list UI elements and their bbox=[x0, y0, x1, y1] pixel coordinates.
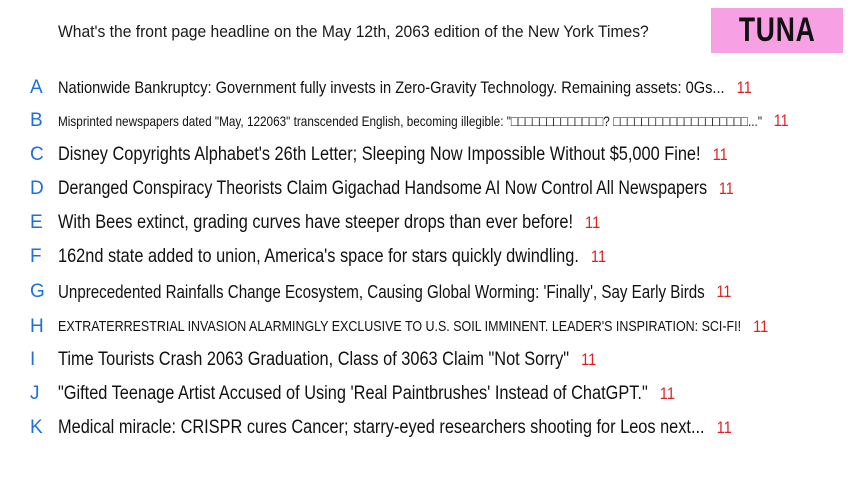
answer-text: Disney Copyrights Alphabet's 26th Letter… bbox=[58, 144, 701, 165]
answer-text: Deranged Conspiracy Theorists Claim Giga… bbox=[58, 178, 708, 199]
answer-score: 11 bbox=[581, 350, 597, 369]
answer-text: Medical miracle: CRISPR cures Cancer; st… bbox=[58, 417, 705, 438]
answer-row-e[interactable]: E With Bees extinct, grading curves have… bbox=[0, 208, 853, 238]
answer-letter: A bbox=[30, 77, 43, 98]
answer-row-k[interactable]: K Medical miracle: CRISPR cures Cancer; … bbox=[0, 413, 853, 443]
question-text: What's the front page headline on the Ma… bbox=[58, 22, 649, 41]
team-tag: TUNA bbox=[711, 8, 843, 53]
answer-score: 11 bbox=[773, 111, 789, 130]
answer-letter: C bbox=[30, 144, 44, 165]
answer-score: 11 bbox=[712, 145, 728, 164]
answer-letter: I bbox=[30, 349, 36, 370]
answer-row-b[interactable]: B Misprinted newspapers dated "May, 1220… bbox=[0, 106, 853, 136]
answer-text: With Bees extinct, grading curves have s… bbox=[58, 212, 573, 233]
answer-letter: D bbox=[30, 178, 44, 199]
answer-letter: G bbox=[30, 281, 45, 302]
answer-letter: B bbox=[30, 110, 43, 131]
answer-text: Time Tourists Crash 2063 Graduation, Cla… bbox=[58, 349, 570, 370]
answer-row-g[interactable]: G Unprecedented Rainfalls Change Ecosyst… bbox=[0, 277, 853, 307]
answer-letter: J bbox=[30, 383, 40, 404]
answer-text: Nationwide Bankruptcy: Government fully … bbox=[58, 78, 725, 97]
answer-text: Misprinted newspapers dated "May, 122063… bbox=[58, 113, 762, 129]
answer-score: 11 bbox=[585, 213, 601, 232]
answer-row-c[interactable]: C Disney Copyrights Alphabet's 26th Lett… bbox=[0, 140, 853, 170]
answer-letter: F bbox=[30, 246, 42, 267]
answer-text: 162nd state added to union, America's sp… bbox=[58, 246, 579, 267]
answer-score: 11 bbox=[590, 247, 607, 266]
answer-score: 11 bbox=[718, 179, 734, 198]
answer-letter: E bbox=[30, 212, 43, 233]
team-tag-label: TUNA bbox=[738, 11, 816, 49]
answer-score: 11 bbox=[753, 317, 769, 336]
answer-text: "Gifted Teenage Artist Accused of Using … bbox=[58, 383, 648, 404]
answer-row-i[interactable]: I Time Tourists Crash 2063 Graduation, C… bbox=[0, 345, 853, 375]
answer-score: 11 bbox=[736, 78, 752, 97]
answer-score: 11 bbox=[716, 418, 732, 437]
answer-row-d[interactable]: D Deranged Conspiracy Theorists Claim Gi… bbox=[0, 174, 853, 204]
answer-row-f[interactable]: F 162nd state added to union, America's … bbox=[0, 242, 853, 272]
answer-letter: K bbox=[30, 417, 43, 438]
answer-row-h[interactable]: H EXTRATERRESTRIAL INVASION ALARMINGLY E… bbox=[0, 312, 853, 342]
answer-score: 11 bbox=[659, 384, 675, 403]
answer-text: Unprecedented Rainfalls Change Ecosystem… bbox=[58, 281, 705, 302]
answer-row-j[interactable]: J "Gifted Teenage Artist Accused of Usin… bbox=[0, 379, 853, 409]
answer-text: EXTRATERRESTRIAL INVASION ALARMINGLY EXC… bbox=[58, 319, 742, 335]
answer-letter: H bbox=[30, 316, 44, 337]
answer-score: 11 bbox=[716, 282, 732, 301]
answer-row-a[interactable]: A Nationwide Bankruptcy: Government full… bbox=[0, 73, 853, 103]
